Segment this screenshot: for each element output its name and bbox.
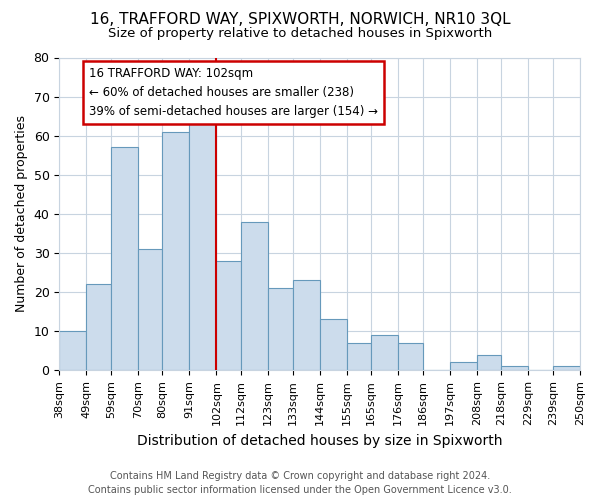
Bar	[347, 343, 371, 370]
Bar	[138, 249, 163, 370]
Bar	[293, 280, 320, 370]
Bar	[59, 331, 86, 370]
Bar	[450, 362, 477, 370]
Text: Size of property relative to detached houses in Spixworth: Size of property relative to detached ho…	[108, 28, 492, 40]
Bar	[217, 261, 241, 370]
Bar	[86, 284, 111, 370]
Bar	[320, 320, 347, 370]
Bar	[111, 148, 138, 370]
Text: Contains HM Land Registry data © Crown copyright and database right 2024.
Contai: Contains HM Land Registry data © Crown c…	[88, 471, 512, 495]
Text: 16 TRAFFORD WAY: 102sqm
← 60% of detached houses are smaller (238)
39% of semi-d: 16 TRAFFORD WAY: 102sqm ← 60% of detache…	[89, 68, 378, 118]
Bar	[268, 288, 293, 370]
Bar	[502, 366, 529, 370]
Bar	[553, 366, 580, 370]
Text: 16, TRAFFORD WAY, SPIXWORTH, NORWICH, NR10 3QL: 16, TRAFFORD WAY, SPIXWORTH, NORWICH, NR…	[89, 12, 511, 28]
Bar	[190, 116, 217, 370]
Y-axis label: Number of detached properties: Number of detached properties	[15, 116, 28, 312]
Bar	[371, 335, 398, 370]
Bar	[398, 343, 423, 370]
Bar	[477, 354, 502, 370]
X-axis label: Distribution of detached houses by size in Spixworth: Distribution of detached houses by size …	[137, 434, 502, 448]
Bar	[241, 222, 268, 370]
Bar	[163, 132, 190, 370]
